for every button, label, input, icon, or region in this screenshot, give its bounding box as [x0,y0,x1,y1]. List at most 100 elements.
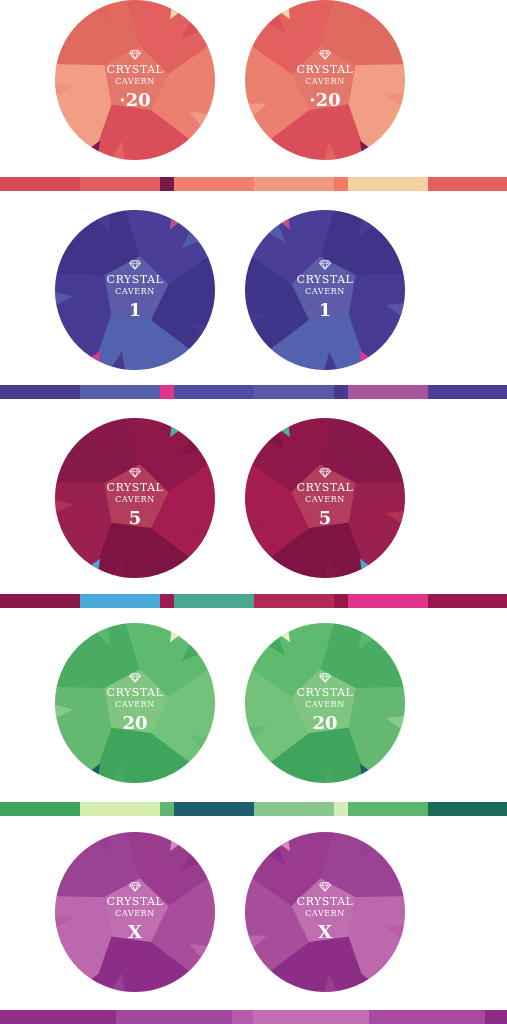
chip-value: ·20 [119,90,150,111]
chip-facet [348,273,405,370]
chip-facet [189,529,215,576]
stripe-set-5 [0,594,507,608]
chip-facet [150,233,215,370]
stripe-segment [428,594,507,608]
chip-value: X [318,922,332,943]
stripe-set-020 [0,177,507,191]
brand-line-1: CRYSTAL [297,895,354,908]
stripe-segment [334,385,348,399]
stripe-segment [160,594,174,608]
chip-facet [245,210,285,243]
chip-facet [348,895,405,992]
chip-facet [245,210,346,285]
chip-facet [150,441,215,578]
chip-facet [90,764,131,783]
chip-facet [55,0,140,66]
chip-facet [245,832,346,907]
chip-facet [385,298,405,339]
chip-facet [245,623,346,698]
brand-line-2: CAVERN [305,700,345,709]
chip-center [104,878,169,943]
stripe-segment [160,385,174,399]
chip-facet [189,943,215,990]
brand-line-2: CAVERN [115,287,155,296]
brand-line-2: CAVERN [115,495,155,504]
chip-center [104,256,169,321]
chip-facet [245,104,378,160]
chip-facet [189,111,215,158]
chip-value: X [128,922,142,943]
brand-line-1: CRYSTAL [107,63,164,76]
stripe-segment [80,594,160,608]
chip-facet [189,321,215,368]
stripe-segment [0,1010,116,1024]
stripe-segment [232,1010,253,1024]
chip-facet [245,832,285,865]
stripe-segment [116,1010,232,1024]
chip-facet [181,210,215,249]
chip-facet [245,522,378,578]
brand-line-2: CAVERN [305,495,345,504]
chip-center [291,256,356,321]
brand-line-1: CRYSTAL [107,895,164,908]
chip-value: 5 [319,508,332,529]
stripe-segment [348,177,428,191]
chip-center [104,464,169,529]
stripe-segment [334,177,348,191]
chip-center [291,878,356,943]
chip-facet [181,623,215,662]
stripe-set-1 [0,385,507,399]
stripe-segment [0,385,80,399]
chip-facet [245,23,310,160]
brand-line-1: CRYSTAL [297,686,354,699]
stripe-segment [254,385,334,399]
chip-facet [245,855,310,992]
stripe-segment [348,802,428,816]
chip-facet [150,646,215,783]
chip-facet [385,920,405,961]
stripe-segment [348,385,428,399]
chip-facet [55,895,112,992]
chip-facet [181,418,215,457]
stripe-segment [80,802,160,816]
chip-facet [245,727,378,783]
stripe-set-x [0,1010,507,1024]
brand-line-1: CRYSTAL [297,273,354,286]
brand-line-2: CAVERN [115,77,155,86]
brand-line-2: CAVERN [305,909,345,918]
chip-facet [348,63,405,160]
stripe-segment [254,802,334,816]
chip-value: 20 [122,713,147,734]
chip-facet [385,711,405,752]
stripe-segment [0,177,80,191]
chip-center [291,464,356,529]
chip-facet [320,0,405,66]
chip-facet [55,686,112,783]
chip-center [291,46,356,111]
brand-line-2: CAVERN [305,287,345,296]
brand-line-1: CRYSTAL [107,481,164,494]
stripe-segment [174,594,254,608]
chip-value: ·20 [309,90,340,111]
brand-line-1: CRYSTAL [107,686,164,699]
chip-value: 1 [319,300,332,321]
stripe-segment [334,594,348,608]
stripe-segment [254,177,334,191]
chip-facet [245,0,285,33]
stripe-segment [428,385,507,399]
stripe-segment [348,594,428,608]
stripe-segment [253,1010,369,1024]
stripe-segment [254,594,334,608]
chip-facet [114,832,215,907]
chip-facet [55,63,112,160]
chip-center [104,46,169,111]
chip-facet [90,141,131,160]
brand-line-2: CAVERN [305,77,345,86]
chip-facet [114,210,215,285]
